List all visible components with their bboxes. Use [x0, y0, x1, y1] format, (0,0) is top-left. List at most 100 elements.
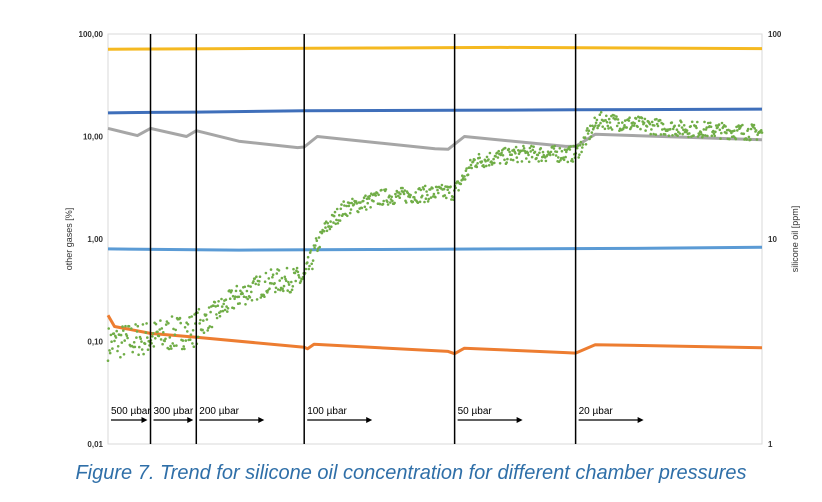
silicone-oil-point [609, 126, 612, 129]
silicone-oil-point [348, 201, 351, 205]
silicone-oil-point [389, 201, 392, 204]
left-axis-title: other gases [%] [64, 208, 74, 271]
silicone-oil-point [216, 304, 220, 308]
silicone-oil-point [434, 195, 437, 199]
silicone-oil-point [326, 221, 330, 225]
silicone-oil-point [130, 327, 133, 330]
silicone-oil-point [125, 334, 129, 338]
silicone-oil-point [247, 284, 250, 288]
silicone-oil-point [197, 307, 201, 311]
silicone-oil-point [552, 147, 556, 150]
silicone-oil-point [198, 322, 201, 325]
silicone-oil-point [399, 192, 402, 196]
silicone-oil-point [566, 160, 570, 164]
silicone-oil-point [167, 322, 170, 325]
silicone-oil-point [244, 296, 248, 299]
silicone-oil-point [347, 204, 351, 208]
silicone-oil-point [295, 266, 299, 270]
silicone-oil-point [705, 126, 708, 129]
silicone-oil-point [362, 196, 366, 199]
silicone-oil-point [112, 332, 116, 335]
silicone-oil-point [183, 347, 186, 351]
phase-arrow-head [516, 417, 523, 423]
silicone-oil-point [189, 333, 193, 337]
silicone-oil-point [343, 204, 346, 207]
silicone-oil-point [701, 135, 704, 139]
silicone-oil-point [276, 288, 280, 291]
silicone-oil-point [528, 146, 532, 150]
silicone-oil-point [367, 197, 371, 200]
silicone-oil-point [579, 140, 583, 144]
silicone-oil-point [311, 259, 315, 262]
silicone-oil-point [141, 323, 145, 326]
silicone-oil-point [493, 161, 496, 165]
silicone-oil-point [734, 137, 738, 141]
silicone-oil-point [320, 231, 324, 235]
silicone-oil-point [541, 155, 544, 159]
right-tick-label: 10 [768, 235, 777, 244]
silicone-oil-point [603, 127, 607, 131]
silicone-oil-point [605, 114, 608, 118]
silicone-oil-point [269, 268, 273, 271]
silicone-oil-point [583, 136, 587, 139]
silicone-oil-point [146, 336, 149, 339]
silicone-oil-point [287, 280, 290, 284]
silicone-oil-point [728, 137, 731, 141]
silicone-oil-point [563, 148, 567, 151]
silicone-oil-point [158, 328, 161, 331]
silicone-oil-point [127, 325, 131, 328]
silicone-oil-point [242, 295, 246, 299]
silicone-oil-point [335, 207, 339, 211]
silicone-oil-point [661, 122, 665, 126]
silicone-oil-point [116, 349, 119, 353]
silicone-oil-point [443, 194, 447, 197]
silicone-oil-point [142, 352, 145, 356]
silicone-oil-point [698, 133, 701, 137]
silicone-oil-point [589, 135, 593, 138]
silicone-oil-point [234, 295, 237, 299]
left-tick-label: 0,10 [87, 338, 103, 347]
silicone-oil-point [164, 323, 168, 326]
silicone-oil-point [615, 124, 619, 128]
silicone-oil-point [252, 280, 255, 283]
silicone-oil-point [717, 123, 721, 126]
silicone-oil-point [401, 186, 404, 190]
silicone-oil-point [577, 156, 580, 159]
silicone-oil-point [167, 347, 171, 351]
silicone-oil-point [655, 117, 658, 121]
silicone-oil-point [271, 273, 275, 277]
silicone-oil-point [284, 279, 288, 283]
silicone-oil-point [508, 150, 511, 154]
silicone-oil-point [336, 222, 340, 225]
silicone-oil-point [154, 337, 157, 340]
silicone-oil-point [191, 329, 195, 332]
silicone-oil-point [274, 286, 278, 290]
silicone-oil-point [724, 125, 727, 128]
silicone-oil-point [109, 333, 113, 337]
silicone-oil-point [282, 284, 286, 288]
silicone-oil-point [213, 301, 217, 304]
silicone-oil-point [580, 150, 583, 154]
silicone-oil-point [520, 160, 524, 163]
silicone-oil-point [533, 150, 537, 154]
silicone-oil-point [604, 119, 607, 122]
silicone-oil-point [282, 289, 285, 293]
silicone-oil-point [275, 272, 279, 275]
silicone-oil-point [172, 327, 175, 331]
silicone-oil-point [339, 207, 343, 211]
silicone-oil-point [206, 329, 209, 332]
chart: 0,01 0,10 1,00 10,00 100,00 1 10 100 other gases… [64, 30, 800, 449]
silicone-oil-point [205, 318, 209, 321]
silicone-oil-point [696, 120, 699, 124]
silicone-oil-point [629, 126, 633, 129]
silicone-oil-point [527, 160, 531, 164]
silicone-oil-point [214, 305, 217, 308]
silicone-oil-point [593, 116, 596, 120]
silicone-oil-point [424, 197, 428, 200]
silicone-oil-point [476, 162, 479, 165]
silicone-oil-point [139, 337, 142, 341]
figure-caption: Figure 7. Trend for silicone oil concent… [75, 462, 747, 484]
silicone-oil-point [531, 148, 535, 152]
silicone-oil-point [560, 149, 564, 153]
silicone-oil-point [204, 313, 208, 317]
